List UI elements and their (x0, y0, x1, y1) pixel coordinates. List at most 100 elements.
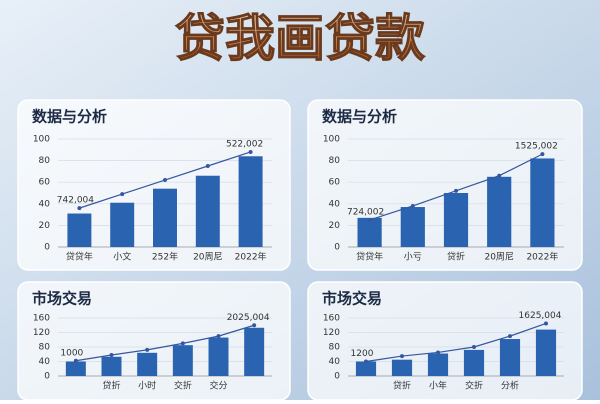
line-point (109, 352, 114, 357)
y-tick-label: 60 (329, 178, 341, 188)
line-point (508, 334, 512, 339)
line-point (216, 334, 221, 339)
line-point (454, 188, 458, 193)
annotation: 724,002 (347, 208, 384, 218)
bar (535, 329, 557, 376)
line-point (400, 354, 404, 359)
line-point (163, 178, 167, 183)
line (75, 324, 255, 362)
line-point (252, 323, 257, 328)
x-tick-label: 20周尼 (193, 252, 222, 263)
x-tick-label: 小年 (429, 380, 447, 392)
line-point (410, 203, 415, 208)
x-tick-label: 交折 (174, 380, 192, 392)
bar (172, 345, 193, 376)
x-tick-label: 分析 (501, 380, 519, 392)
x-tick-label: 小文 (113, 251, 131, 263)
page-title: 贷我画贷款 (175, 10, 425, 68)
bar (208, 337, 229, 376)
annotation: 2025,004 (227, 313, 270, 323)
y-tick-label: 40 (39, 199, 51, 209)
line-point (544, 321, 548, 326)
annotation: 522,002 (226, 139, 263, 149)
x-tick-label: 交折 (465, 380, 483, 392)
annotation: 1525,002 (515, 142, 558, 152)
annotation: 1200 (351, 349, 374, 359)
x-tick-label: 20周尼 (484, 252, 513, 263)
line-point (497, 173, 502, 178)
bar (530, 158, 555, 247)
bar (355, 361, 377, 376)
line-point (180, 341, 185, 346)
panel-title: 数据与分析 (32, 108, 107, 126)
line-point (120, 192, 125, 197)
bar (244, 327, 265, 376)
bar (65, 361, 86, 376)
y-tick-label: 120 (323, 328, 340, 338)
x-tick-label: 贷贷年 (356, 251, 383, 263)
x-tick-label: 252年 (152, 251, 178, 263)
bar (400, 207, 425, 247)
y-tick-label: 80 (329, 343, 341, 353)
panel-title: 市场交易 (32, 290, 92, 308)
bar (137, 352, 158, 376)
line-point (73, 358, 78, 363)
x-tick-label: 交分 (209, 380, 227, 392)
annotation: 1000 (60, 348, 83, 358)
panel-title: 数据与分析 (322, 108, 397, 126)
panel-title: 市场交易 (322, 290, 382, 308)
bar (110, 202, 135, 247)
y-tick-label: 0 (44, 372, 50, 382)
line-point (145, 347, 150, 352)
line-point (77, 206, 82, 211)
annotation: 1625,004 (519, 311, 562, 321)
bar (101, 356, 122, 376)
y-tick-label: 40 (39, 357, 51, 367)
x-tick-label: 贷贷年 (66, 251, 93, 263)
bar (357, 217, 382, 247)
line-point (248, 149, 253, 154)
line-point (540, 152, 545, 157)
bar (443, 193, 469, 247)
bar (463, 349, 485, 376)
bar (238, 156, 263, 247)
y-tick-label: 160 (323, 314, 340, 324)
y-tick-label: 160 (33, 314, 50, 324)
bar (195, 175, 220, 247)
line-point (436, 350, 440, 355)
y-tick-label: 20 (39, 221, 51, 231)
y-tick-label: 0 (44, 243, 50, 253)
y-tick-label: 120 (33, 328, 50, 338)
x-tick-label: 2022年 (526, 251, 558, 263)
x-tick-label: 小亏 (404, 252, 422, 263)
y-tick-label: 0 (334, 372, 340, 382)
y-tick-label: 40 (329, 357, 341, 367)
y-tick-label: 100 (33, 135, 50, 145)
y-tick-label: 0 (334, 243, 340, 253)
bar (499, 339, 521, 376)
x-tick-label: 贷折 (102, 380, 120, 392)
annotation: 742,004 (57, 196, 94, 206)
bar (487, 176, 512, 247)
x-tick-label: 2022年 (235, 251, 267, 263)
y-tick-label: 40 (329, 199, 341, 209)
x-tick-label: 小时 (138, 380, 156, 392)
bar (427, 353, 449, 376)
line (365, 322, 547, 363)
bar (67, 213, 92, 247)
line-point (472, 345, 476, 349)
line-point (205, 164, 210, 168)
line-point (364, 359, 368, 364)
x-tick-label: 贷折 (393, 380, 411, 392)
y-tick-label: 20 (329, 221, 341, 231)
y-tick-label: 80 (39, 343, 51, 353)
bar (391, 359, 413, 376)
line-point (367, 218, 372, 222)
y-tick-label: 80 (329, 156, 341, 166)
y-tick-label: 60 (39, 178, 51, 188)
y-tick-label: 80 (39, 156, 51, 166)
bar (153, 188, 177, 247)
x-tick-label: 贷折 (447, 251, 465, 263)
